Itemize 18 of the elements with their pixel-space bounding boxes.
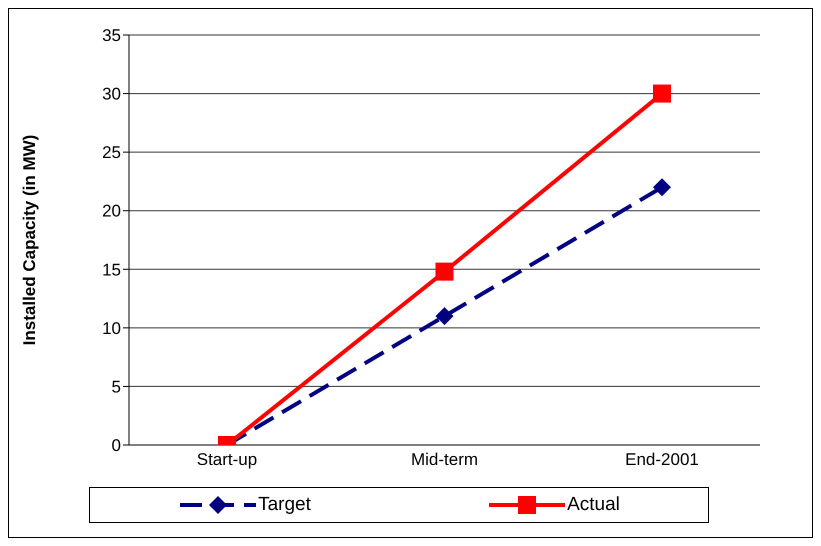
y-tick-label: 0	[112, 436, 121, 456]
y-tick-label: 10	[102, 318, 121, 338]
x-tick-label: End-2001	[625, 450, 699, 470]
legend-label: Target	[258, 494, 311, 516]
y-tick-label: 35	[102, 26, 121, 46]
x-tick-label: Start-up	[196, 450, 258, 470]
point	[436, 307, 454, 326]
y-axis-title: Installed Capacity (in MW)	[20, 134, 40, 346]
y-tick-label: 30	[102, 84, 121, 104]
point	[436, 262, 454, 281]
legend-label: Actual	[567, 494, 620, 516]
point	[653, 84, 671, 103]
y-tick-label: 25	[102, 143, 121, 162]
y-tick-label: 20	[102, 202, 121, 221]
point	[653, 178, 671, 196]
x-tick-label: Mid-term	[410, 450, 478, 470]
y-tick-label: 5	[112, 377, 121, 396]
y-tick-label: 15	[102, 260, 121, 280]
